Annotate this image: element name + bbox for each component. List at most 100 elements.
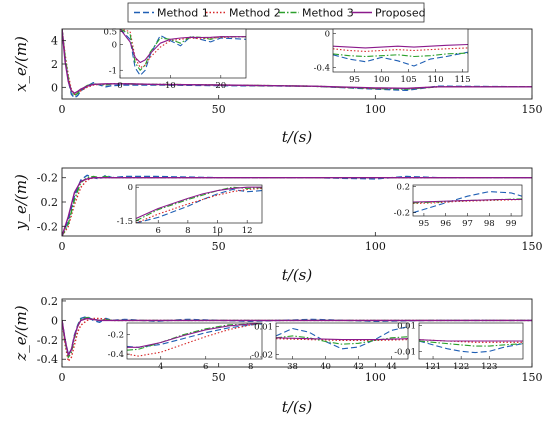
inset-2: 95 100 105 110 115 0 -0.4 [314,28,471,85]
inset-y-tick-label: 0.2 [396,182,410,192]
inset-series-method-1 [120,29,246,76]
x-tick-label: 0 [59,240,66,253]
inset-1: 6 8 10 12 0 -1.5 [117,183,263,236]
inset-x-tick-label: 122 [453,362,469,372]
inset-y-tick-label: 0.01 [254,323,273,333]
x-tick-label: 0 [59,103,66,116]
inset-x-tick-label: 20 [215,81,226,91]
inset-x-tick-label: 110 [427,75,443,85]
inset-x-tick-label: 10 [212,226,223,236]
y-axis-label: z_e/(m) [12,305,30,361]
series-proposed [62,29,532,94]
legend-label-method-1: Method 1 [157,7,209,20]
y-tick-label: 2 [51,58,58,71]
inset-x-tick-label: 44 [386,362,397,372]
inset-series-group [127,323,262,357]
series-group [62,174,532,236]
inset-y-tick-label: -0.01 [394,347,416,357]
inset-y-tick-label: -0.4 [314,64,330,74]
legend-box [127,2,425,23]
inset-y-tick-label: -1.5 [117,217,133,227]
inset-x-tick-label: 100 [373,75,389,85]
inset-x-tick-label: 0 [117,81,122,91]
inset-x-tick-label: 97 [462,219,473,229]
inset-frame [332,28,469,73]
inset-y-tick-label: -0.2 [108,331,124,341]
inset-x-tick-label: 12 [242,226,253,236]
inset-series-group [333,43,468,67]
inset-x-tick-label: 8 [185,226,190,236]
y-tick-label: 4 [51,35,58,48]
y-tick-label: 0 [51,81,58,94]
inset-series-method-3 [120,29,246,71]
inset-series-proposed [136,186,262,220]
x-tick-label: 0 [59,371,66,384]
inset-frame [135,184,263,224]
inset-x-tick-label: 123 [481,362,497,372]
y-tick-label: -0.2 [37,334,58,347]
inset-1: 4 6 8 -0.2 -0.4 [108,322,263,372]
y-tick-label: 0 [51,314,58,327]
inset-3: 121 122 123 0.01 -0.01 [394,322,524,372]
legend-label-method-3: Method 3 [302,7,354,20]
inset-series-method-2 [276,338,408,342]
x-axis-label: t/(s) [282,398,313,416]
inset-series-group [276,326,408,350]
inset-x-tick-label: 115 [454,75,470,85]
inset-series-method-2 [120,29,246,69]
inset-series-proposed [120,29,246,64]
inset-series-method-3 [419,340,523,347]
x-tick-label: 100 [365,240,386,253]
legend-label-method-2: Method 2 [229,7,281,20]
inset-area [333,29,468,72]
x-tick-label: 150 [522,240,543,253]
inset-y-tick-label: 0 [325,29,330,39]
inset-y-tick-label: -0.02 [251,350,273,360]
inset-series-group [419,339,523,354]
axes-frame [61,298,533,368]
inset-y-tick-label: -1 [109,66,117,76]
x-tick-label: 50 [212,240,226,253]
legend-label-proposed: Proposed [375,7,426,20]
inset-series-proposed [419,339,523,342]
inset-series-group [136,186,262,223]
inset-series-method-1 [419,340,523,354]
inset-x-tick-label: 6 [156,226,161,236]
x-tick-label: 100 [365,371,386,384]
inset-y-tick-label: 0 [128,183,133,193]
y-tick-label: -0.4 [37,353,58,366]
inset-series-method-1 [276,326,408,350]
inset-x-tick-label: 98 [484,219,495,229]
y-tick-label: 0.2 [41,295,59,308]
inset-series-proposed [333,43,468,49]
inset-frame [418,322,524,360]
inset-series-method-1 [127,323,262,348]
panel-ze: 0 50 100 150 0.2 0 -0.2 -0.4 t/(s) z_e/(m) 4 6 8 -0.2… [12,295,543,416]
inset-x-tick-label: 96 [440,219,451,229]
inset-series-method-2 [127,323,262,357]
inset-series-proposed [276,337,408,341]
inset-x-tick-label: 4 [158,362,163,372]
x-tick-label: 150 [522,371,543,384]
x-tick-label: 50 [212,103,226,116]
inset-y-tick-label: -0.4 [108,350,124,360]
inset-x-tick-label: 10 [165,81,176,91]
series-proposed [62,176,532,236]
inset-x-tick-label: 40 [320,362,331,372]
series-group [62,29,532,99]
inset-x-tick-label: 121 [425,362,441,372]
inset-series-group [120,29,246,76]
inset-series-method-2 [333,47,468,52]
y-tick-label: -0.2 [37,172,58,185]
inset-area [276,323,408,359]
inset-x-tick-label: 99 [506,219,517,229]
inset-series-proposed [127,323,262,348]
inset-y-tick-label: 0 [112,40,117,50]
inset-series-method-3 [333,52,468,58]
inset-series-method-3 [276,335,408,345]
series-method-3 [62,29,532,97]
inset-series-method-1 [413,191,522,214]
inset-y-tick-label: 0.01 [397,322,416,332]
y-axis-label: x_e/(m) [12,36,30,92]
